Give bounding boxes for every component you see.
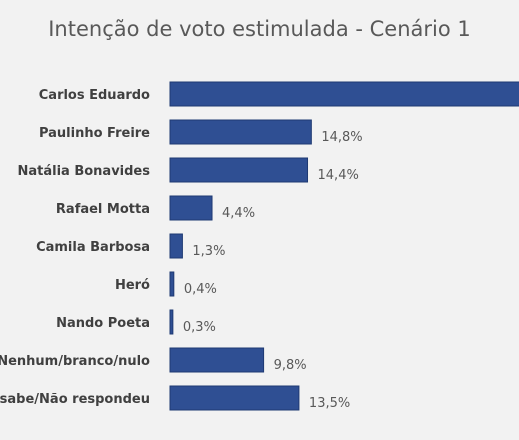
bar [169,233,183,259]
bar [169,347,265,373]
category-label: Camila Barbosa [36,240,150,255]
category-label: Não sabe/Não respondeu [0,392,150,407]
value-label: 0,3% [183,320,216,335]
bar [169,385,300,411]
category-label: Rafael Motta [56,202,150,217]
value-label: 0,4% [184,282,217,297]
bar [169,81,519,107]
bar [169,271,175,297]
value-label: 13,5% [309,396,350,411]
value-label: 14,4% [318,168,359,183]
bar [169,195,213,221]
value-label: 1,3% [192,244,225,259]
bar [169,157,309,183]
bar [169,119,312,145]
value-label: 4,4% [222,206,255,221]
bar [169,309,174,335]
category-label: Heró [115,278,150,293]
category-label: Nenhum/branco/nulo [0,354,150,369]
chart-title: Intenção de voto estimulada - Cenário 1 [48,17,471,41]
category-label: Paulinho Freire [39,126,150,141]
value-label: 14,8% [321,130,362,145]
value-label: 9,8% [274,358,307,373]
category-label: Natália Bonavides [17,164,150,179]
category-label: Carlos Eduardo [39,88,150,103]
category-label: Nando Poeta [56,316,150,331]
